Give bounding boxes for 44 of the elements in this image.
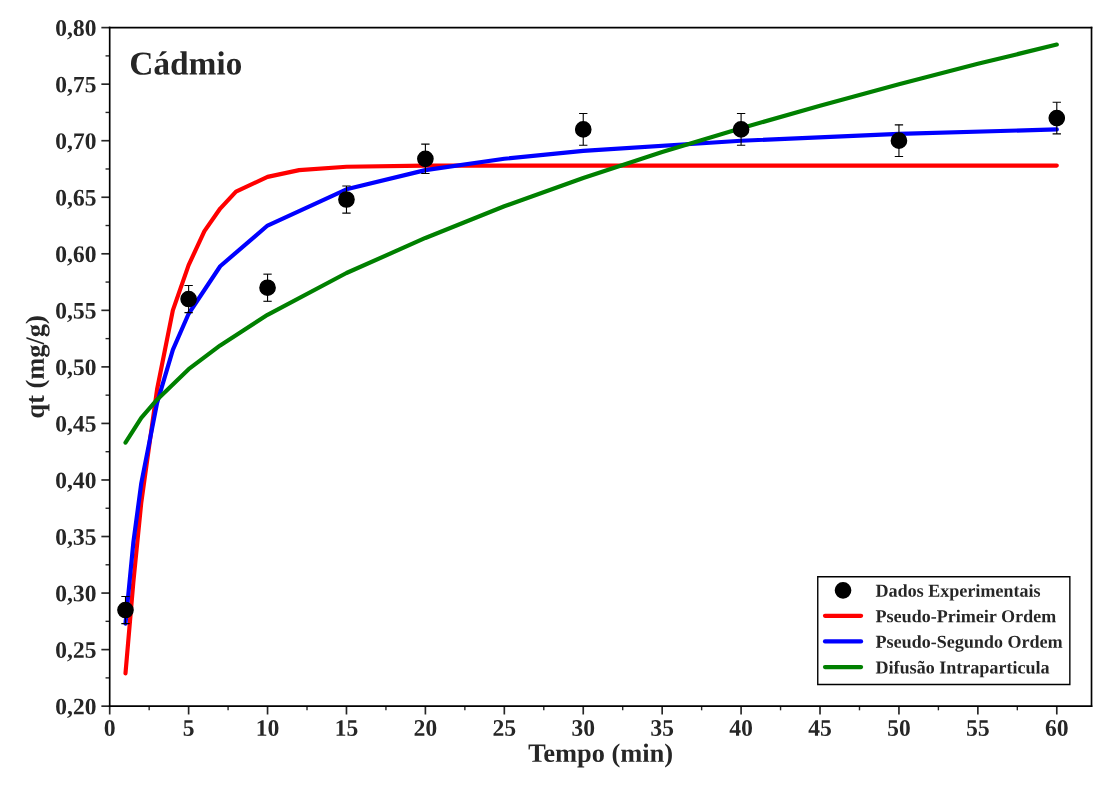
legend-label: Pseudo-Primeir Ordem [875,609,1056,623]
x-tick-label: 0 [104,720,115,736]
y-tick-label: 0,50 [56,359,96,379]
point [259,279,276,297]
point [417,150,434,168]
x-tick-label: 55 [967,720,989,736]
y-tick-label: 0,20 [56,698,96,718]
x-tick-label: 40 [729,720,752,736]
y-tick-label: 0,55 [56,302,96,323]
x-tick-label: 15 [336,720,358,736]
x-tick-label: 25 [493,720,516,736]
x-tick-label: 35 [651,720,674,736]
point [732,121,750,138]
y-tick-label: 0,25 [56,642,96,662]
point [117,601,134,619]
y-tick-label: 0,40 [56,472,96,492]
y-tick-label: 0,80 [56,20,96,40]
point [890,132,908,150]
point [180,290,197,308]
x-tick-label: 50 [888,720,910,736]
y-tick-label: 0,60 [56,246,96,266]
y-axis-title: qt (mg/g) [25,316,50,418]
x-tick-label: 10 [257,720,279,736]
y-tick-label: 0,65 [56,189,96,210]
line-series [123,127,1059,626]
x-tick-label: 30 [572,720,595,736]
x-axis-title: Tempo (min) [528,743,672,768]
y-tick-label: 0,70 [56,133,96,153]
y-tick-label: 0,75 [56,76,96,97]
x-tick-label: 45 [808,720,831,736]
line-series [123,42,1059,445]
legend-label: Dados Experimentais [875,584,1041,601]
y-tick-label: 0,35 [56,529,96,549]
point [1048,109,1066,127]
x-tick-label: 60 [1045,720,1068,736]
legend-label: Difusão Intraparticula [875,660,1050,678]
point [574,121,592,138]
y-tick-label: 0,45 [56,415,96,436]
y-tick-label: 0,30 [56,585,96,605]
legend-label: Pseudo-Segundo Ordem [875,635,1063,652]
x-tick-label: 5 [183,720,194,736]
point [338,191,355,208]
x-tick-label: 20 [414,720,437,736]
annotation: Cádmio [130,51,242,75]
